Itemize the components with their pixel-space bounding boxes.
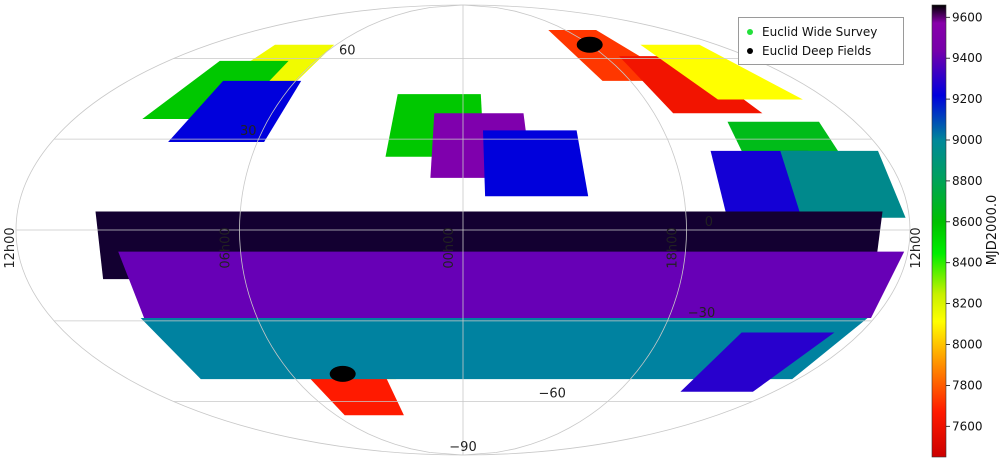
ra-label-2: 00h00	[442, 227, 457, 268]
legend-entry-deep: Euclid Deep Fields	[747, 43, 871, 59]
dec-label-0: 0	[705, 215, 713, 230]
colorbar-tick-label-8200: 8200	[952, 297, 983, 311]
colorbar-tick-label-8800: 8800	[952, 174, 983, 188]
colorbar-tick-label-9400: 9400	[952, 51, 983, 65]
survey-region-north-east-teal-patch	[780, 150, 906, 218]
survey-region-south-west-teal	[140, 318, 868, 380]
dec-label--90: −90	[449, 440, 476, 455]
colorbar-tick-label-9000: 9000	[952, 133, 983, 147]
ra-label-3: 18h00	[666, 227, 681, 268]
ra-label-0: 12h00	[909, 227, 924, 268]
survey-region-north-west-blue	[168, 80, 302, 142]
colorbar-tick-label-8600: 8600	[952, 215, 983, 229]
deep-field-1	[329, 365, 356, 382]
legend-marker-wide	[747, 28, 753, 35]
meridian-6h	[239, 4, 464, 456]
colorbar-gradient	[931, 4, 947, 458]
legend-marker-deep	[747, 47, 753, 54]
survey-region-south-east-blue-sliver	[680, 332, 835, 392]
deep-field-0	[576, 36, 603, 53]
legend-entry-wide: Euclid Wide Survey	[747, 24, 877, 40]
survey-regions	[95, 30, 906, 416]
dec-label-60: 60	[339, 44, 356, 59]
legend-label-wide: Euclid Wide Survey	[762, 25, 878, 39]
colorbar: 7600 7800 8000 8200 8400 8600 8800 9000 9200 9400…	[931, 4, 1000, 458]
ra-label-4: 12h00	[3, 227, 18, 268]
legend-label-deep: Euclid Deep Fields	[762, 44, 872, 58]
legend: Euclid Wide Survey Euclid Deep Fields	[738, 17, 904, 65]
colorbar-label: MJD2000.0	[985, 195, 1000, 266]
colorbar-tick-label-8000: 8000	[952, 338, 983, 352]
survey-region-south-west-purple	[118, 251, 905, 318]
deep-field-markers	[329, 36, 603, 382]
dec-label--60: −60	[538, 387, 565, 402]
dec-label-30: 30	[240, 124, 257, 139]
grid-labels: 12h00 06h00 00h00 18h00 12h00 60 30 0 −30 −60 −90	[3, 44, 924, 456]
colorbar-tick-label-9600: 9600	[952, 10, 983, 24]
colorbar-tick-label-8400: 8400	[952, 256, 983, 270]
colorbar-tick-label-7600: 7600	[952, 419, 983, 433]
survey-region-north-central-blue	[483, 130, 589, 197]
dec-label--30: −30	[688, 306, 715, 321]
projection-grid	[15, 4, 911, 456]
colorbar-tick-label-9200: 9200	[952, 92, 983, 106]
ra-label-1: 06h00	[219, 227, 234, 268]
meridian-18h	[462, 4, 687, 456]
colorbar-tick-label-7800: 7800	[952, 378, 983, 392]
